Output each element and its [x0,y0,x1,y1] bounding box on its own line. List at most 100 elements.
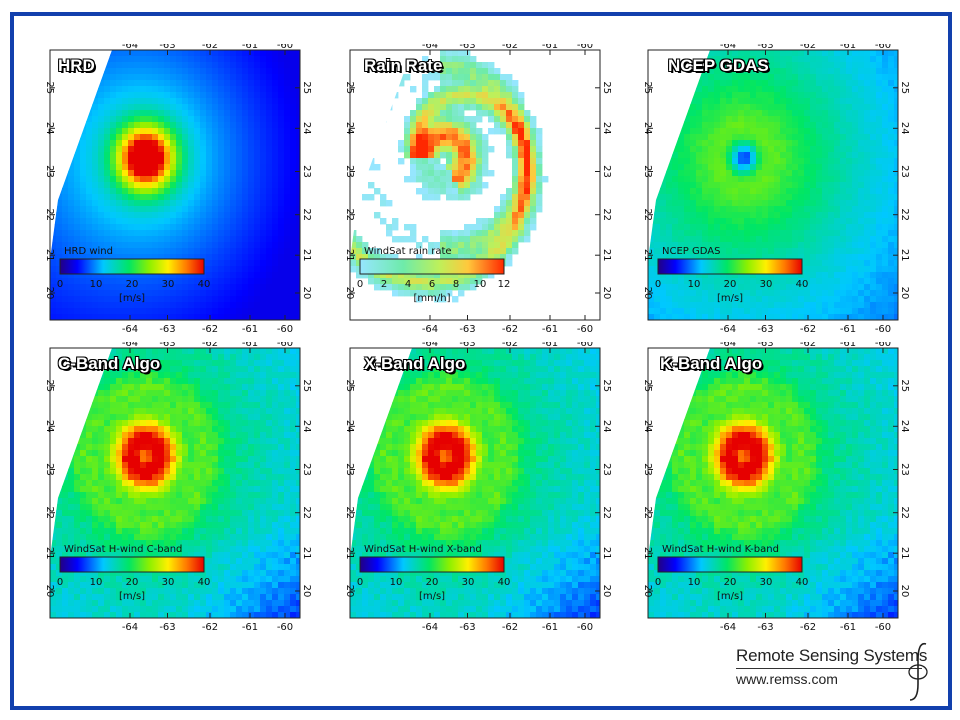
map-mark [464,62,471,69]
map-mark [182,80,189,87]
map-mark [230,56,237,63]
map-mark [738,80,745,87]
map-mark [182,68,189,75]
map-mark [212,212,219,219]
map-mark [50,110,57,117]
map-mark [804,128,811,135]
map-mark [146,140,153,147]
map-mark [152,224,159,231]
map-mark [446,242,453,249]
map-mark [224,146,231,153]
map-mark [888,68,895,75]
map-mark [888,266,895,273]
map-mark [278,308,285,315]
map-mark [260,62,267,69]
map-mark [56,176,63,183]
map-mark [708,230,715,237]
map-mark [260,254,267,261]
map-mark [846,308,853,315]
map-mark [840,146,847,153]
map-mark [236,218,243,225]
map-mark [152,92,159,99]
map-mark [170,80,177,87]
map-mark [212,254,219,261]
map-mark [530,212,537,219]
map-mark [780,176,787,183]
map-mark [416,254,423,261]
map-mark [104,80,111,87]
map-mark [696,152,703,159]
map-mark [846,164,853,171]
map-mark [176,278,183,285]
map-mark [284,290,291,297]
map-mark [74,390,81,397]
map-mark [660,188,667,195]
map-mark [702,62,709,69]
map-mark [440,116,447,123]
map-mark [870,104,877,111]
map-mark [512,116,519,123]
map-mark [152,122,159,129]
map-mark [774,224,781,231]
map-mark [74,158,81,165]
map-mark [254,50,261,57]
map-mark [714,302,721,309]
map-mark [888,248,895,255]
map-mark [876,74,883,81]
map-mark [786,158,793,165]
map-mark [488,146,495,153]
map-mark [506,152,513,159]
map-mark [446,104,453,111]
map-mark [464,182,471,189]
map-mark [870,266,877,273]
map-mark [200,290,207,297]
map-mark [152,194,159,201]
map-mark [518,170,525,177]
map-mark [476,128,483,135]
map-mark [470,62,477,69]
map-mark [146,62,153,69]
map-mark [134,206,141,213]
map-mark [524,182,531,189]
map-mark [744,236,751,243]
map-mark [864,308,871,315]
map-mark [86,218,93,225]
map-mark [80,206,87,213]
map-mark [98,146,105,153]
map-mark [218,152,225,159]
map-mark [80,128,87,135]
map-mark [296,68,300,75]
map-mark [750,284,757,291]
map-mark [858,194,865,201]
map-mark [882,122,889,129]
map-mark [738,296,745,303]
map-mark [248,62,255,69]
map-mark [56,606,63,613]
map-mark [858,80,865,87]
map-mark [798,224,805,231]
map-mark [272,266,279,273]
map-mark [194,284,201,291]
map-mark [248,116,255,123]
map-mark [104,194,111,201]
map-mark [56,570,63,577]
map-mark [840,296,847,303]
lat-tick-label-left: 22 [344,208,355,221]
map-mark [50,224,57,231]
map-mark [792,278,799,285]
map-mark [230,152,237,159]
map-mark [86,290,93,297]
map-mark [720,224,727,231]
map-mark [512,92,519,99]
map-mark [248,314,255,320]
map-mark [726,122,733,129]
map-mark [494,80,501,87]
lon-tick-label-top: -63 [757,44,773,51]
map-mark [194,152,201,159]
map-mark [62,540,69,547]
map-mark [80,254,87,261]
map-mark [684,122,691,129]
map-mark [452,230,459,237]
map-mark [134,152,141,159]
map-mark [242,212,249,219]
